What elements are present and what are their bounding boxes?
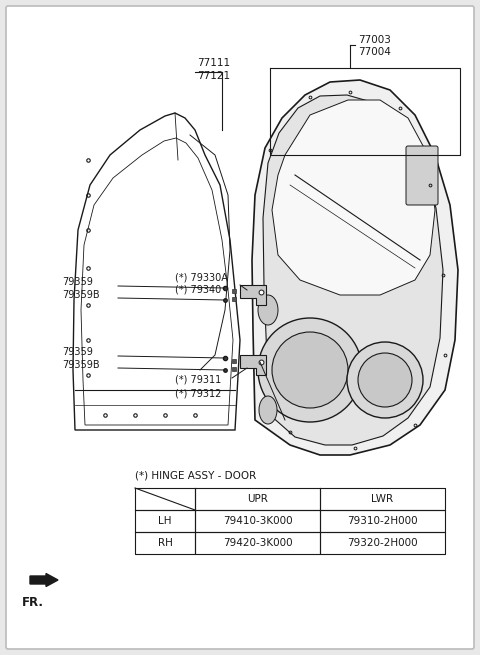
Text: 79359B: 79359B xyxy=(62,360,100,370)
Text: 79359B: 79359B xyxy=(62,290,100,300)
Polygon shape xyxy=(272,100,435,295)
Polygon shape xyxy=(252,80,458,455)
Text: 77004: 77004 xyxy=(358,47,391,57)
Circle shape xyxy=(272,332,348,408)
Circle shape xyxy=(358,353,412,407)
Text: (*) HINGE ASSY - DOOR: (*) HINGE ASSY - DOOR xyxy=(135,470,256,480)
Text: LH: LH xyxy=(158,516,172,526)
Text: 79410-3K000: 79410-3K000 xyxy=(223,516,292,526)
Text: 79310-2H000: 79310-2H000 xyxy=(347,516,418,526)
Text: 79320-2H000: 79320-2H000 xyxy=(347,538,418,548)
Text: UPR: UPR xyxy=(247,494,268,504)
Text: (*) 79330A: (*) 79330A xyxy=(175,273,228,283)
Text: 79420-3K000: 79420-3K000 xyxy=(223,538,292,548)
FancyBboxPatch shape xyxy=(406,146,438,205)
Ellipse shape xyxy=(258,295,278,325)
Text: (*) 79340: (*) 79340 xyxy=(175,285,221,295)
Polygon shape xyxy=(263,95,443,445)
Circle shape xyxy=(347,342,423,418)
Text: (*) 79312: (*) 79312 xyxy=(175,388,221,398)
Text: 77111: 77111 xyxy=(197,58,230,68)
Ellipse shape xyxy=(259,396,277,424)
Polygon shape xyxy=(240,285,266,305)
FancyArrow shape xyxy=(30,574,58,586)
Text: 77003: 77003 xyxy=(358,35,391,45)
Polygon shape xyxy=(240,355,266,375)
Text: LWR: LWR xyxy=(372,494,394,504)
Text: 77121: 77121 xyxy=(197,71,230,81)
Text: 79359: 79359 xyxy=(62,277,93,287)
Circle shape xyxy=(258,318,362,422)
Text: (*) 79311: (*) 79311 xyxy=(175,375,221,385)
Text: RH: RH xyxy=(157,538,172,548)
Text: 79359: 79359 xyxy=(62,347,93,357)
Text: FR.: FR. xyxy=(22,596,44,609)
FancyBboxPatch shape xyxy=(6,6,474,649)
